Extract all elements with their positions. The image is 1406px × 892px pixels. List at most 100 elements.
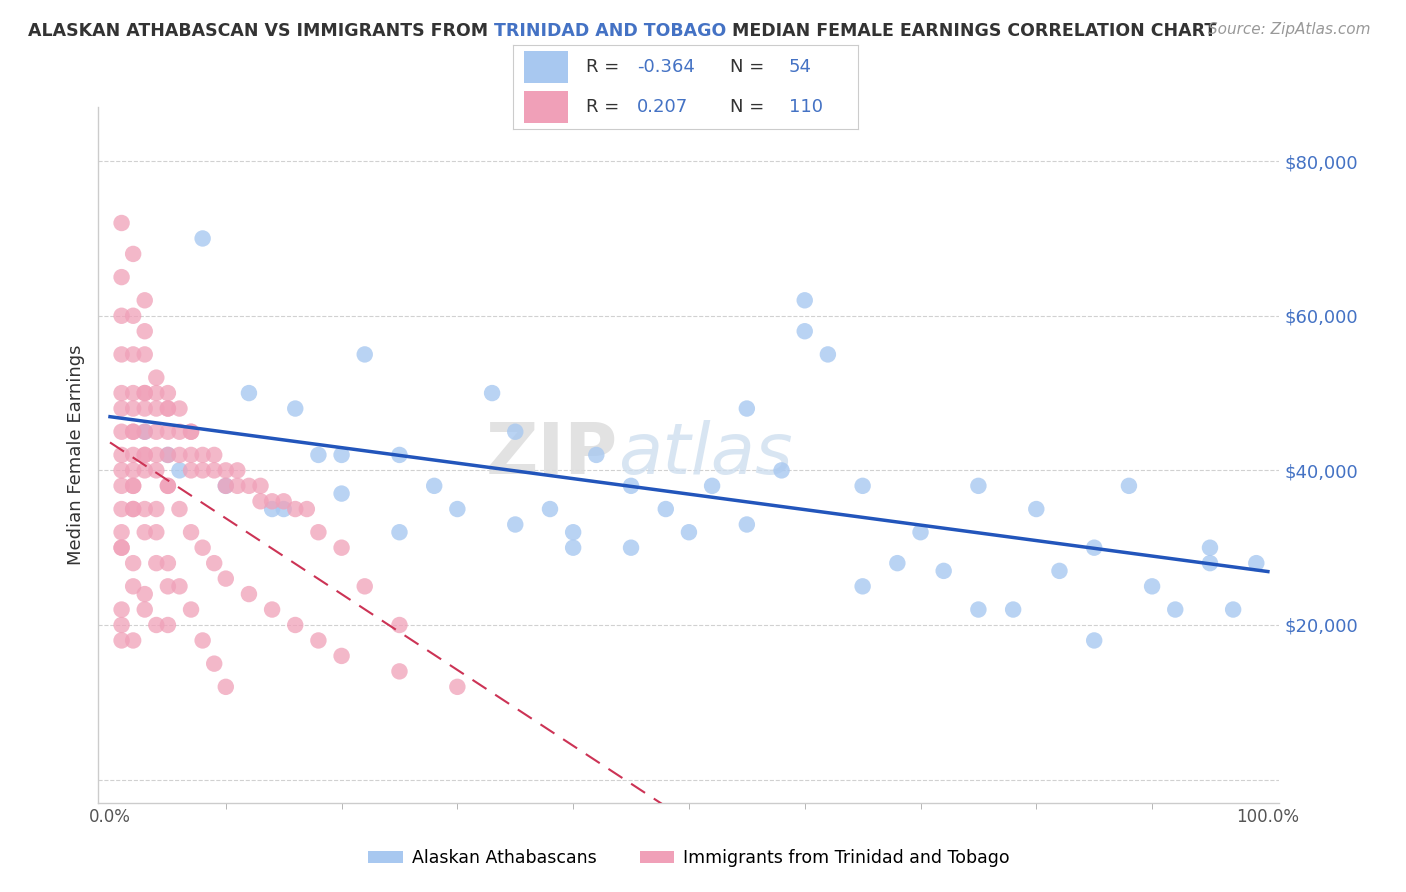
- Point: [284, 502, 307, 516]
- Text: -0.364: -0.364: [637, 58, 695, 76]
- Point: [562, 525, 585, 540]
- Point: [156, 448, 179, 462]
- Point: [180, 463, 202, 477]
- Point: [655, 502, 678, 516]
- Point: [156, 448, 179, 462]
- Point: [122, 502, 145, 516]
- Bar: [523, 52, 568, 83]
- Point: [134, 525, 156, 540]
- Point: [169, 502, 191, 516]
- Point: [110, 347, 132, 361]
- Point: [215, 479, 238, 493]
- Point: [169, 579, 191, 593]
- Point: [446, 680, 468, 694]
- Point: [110, 525, 132, 540]
- Point: [273, 494, 295, 508]
- Point: [156, 556, 179, 570]
- Point: [110, 448, 132, 462]
- Point: [134, 463, 156, 477]
- Point: [1002, 602, 1025, 616]
- Point: [388, 448, 411, 462]
- Point: [423, 479, 446, 493]
- Point: [307, 633, 329, 648]
- Point: [1199, 556, 1222, 570]
- Point: [122, 448, 145, 462]
- Point: [156, 425, 179, 439]
- Point: [388, 525, 411, 540]
- Point: [156, 401, 179, 416]
- Point: [330, 541, 353, 555]
- Text: MEDIAN FEMALE EARNINGS CORRELATION CHART: MEDIAN FEMALE EARNINGS CORRELATION CHART: [727, 22, 1216, 40]
- Text: 110: 110: [789, 98, 823, 116]
- Point: [295, 502, 318, 516]
- Point: [134, 293, 156, 308]
- Point: [770, 463, 793, 477]
- Text: N =: N =: [730, 58, 770, 76]
- Point: [122, 347, 145, 361]
- Text: ALASKAN ATHABASCAN VS IMMIGRANTS FROM: ALASKAN ATHABASCAN VS IMMIGRANTS FROM: [28, 22, 495, 40]
- Point: [134, 425, 156, 439]
- Point: [180, 448, 202, 462]
- Point: [353, 347, 375, 361]
- Point: [180, 525, 202, 540]
- Point: [122, 463, 145, 477]
- Point: [122, 247, 145, 261]
- Point: [191, 541, 214, 555]
- Point: [503, 517, 526, 532]
- Point: [1199, 541, 1222, 555]
- Point: [620, 479, 643, 493]
- Point: [262, 494, 284, 508]
- Point: [700, 479, 723, 493]
- Point: [191, 463, 214, 477]
- Point: [145, 525, 167, 540]
- Point: [145, 463, 167, 477]
- Point: [284, 618, 307, 632]
- Point: [273, 502, 295, 516]
- Point: [226, 479, 249, 493]
- Text: 0.207: 0.207: [637, 98, 689, 116]
- Point: [145, 556, 167, 570]
- Point: [249, 494, 271, 508]
- Point: [122, 502, 145, 516]
- Point: [1025, 502, 1047, 516]
- Point: [202, 448, 225, 462]
- Point: [388, 618, 411, 632]
- Point: [202, 657, 225, 671]
- Point: [793, 293, 815, 308]
- Point: [122, 479, 145, 493]
- Point: [215, 680, 238, 694]
- Point: [1083, 633, 1105, 648]
- Point: [620, 541, 643, 555]
- Point: [353, 579, 375, 593]
- Point: [180, 602, 202, 616]
- Point: [562, 541, 585, 555]
- Point: [156, 479, 179, 493]
- Point: [110, 541, 132, 555]
- Point: [110, 463, 132, 477]
- Point: [180, 425, 202, 439]
- Point: [238, 479, 260, 493]
- Point: [1083, 541, 1105, 555]
- Point: [678, 525, 700, 540]
- Point: [134, 425, 156, 439]
- Point: [156, 579, 179, 593]
- Point: [262, 502, 284, 516]
- Point: [330, 448, 353, 462]
- Point: [481, 386, 503, 401]
- Point: [110, 618, 132, 632]
- Point: [1049, 564, 1071, 578]
- Point: [156, 618, 179, 632]
- Point: [1118, 479, 1140, 493]
- Point: [249, 479, 271, 493]
- Legend: Alaskan Athabascans, Immigrants from Trinidad and Tobago: Alaskan Athabascans, Immigrants from Tri…: [361, 842, 1017, 874]
- Point: [134, 401, 156, 416]
- Point: [134, 386, 156, 401]
- Point: [330, 486, 353, 500]
- Point: [134, 324, 156, 338]
- Point: [122, 579, 145, 593]
- Point: [1164, 602, 1187, 616]
- Point: [852, 479, 875, 493]
- Point: [156, 386, 179, 401]
- Point: [1246, 556, 1268, 570]
- Point: [585, 448, 607, 462]
